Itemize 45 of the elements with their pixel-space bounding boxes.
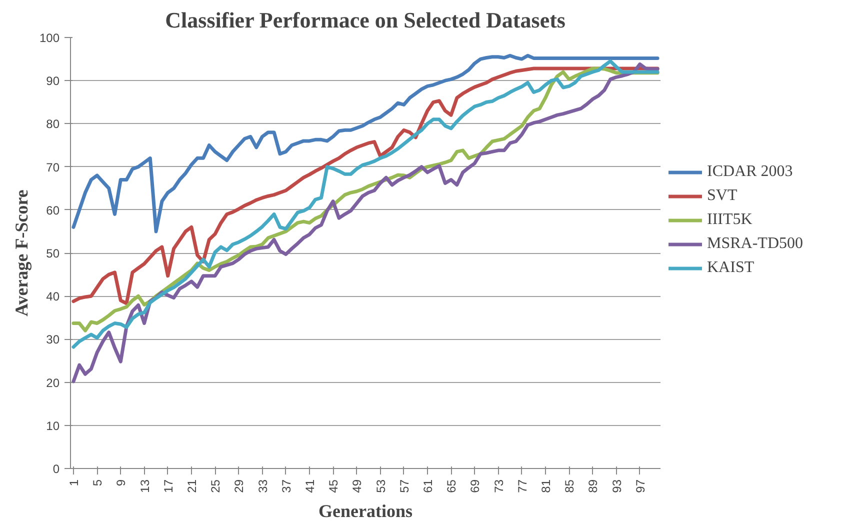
x-tick-label: 13 xyxy=(138,479,152,493)
legend-label: MSRA-TD500 xyxy=(707,235,804,253)
y-tick-label: 10 xyxy=(46,418,60,433)
legend-label: KAIST xyxy=(707,259,754,277)
x-tick-label: 97 xyxy=(633,479,648,493)
y-tick-label: 80 xyxy=(46,117,60,132)
x-tick-label: 53 xyxy=(374,479,388,493)
x-tick-label: 33 xyxy=(256,479,270,493)
x-tick-label: 61 xyxy=(420,479,435,493)
x-axis-title: Generations xyxy=(318,500,413,521)
x-tick-label: 89 xyxy=(586,479,600,493)
x-tick-label: 49 xyxy=(350,479,364,493)
x-tick-label: 37 xyxy=(279,479,294,493)
x-tick-label: 1 xyxy=(66,479,81,486)
x-tick-label: 9 xyxy=(114,479,128,486)
x-tick-label: 17 xyxy=(161,479,176,493)
chart-title: Classifier Performace on Selected Datasets xyxy=(165,8,566,32)
y-tick-label: 40 xyxy=(46,290,60,304)
y-tick-label: 90 xyxy=(46,74,60,88)
x-tick-label: 69 xyxy=(468,479,482,493)
y-tick-label: 30 xyxy=(46,332,60,347)
y-tick-label: 70 xyxy=(46,160,60,174)
x-tick-label: 77 xyxy=(515,479,530,493)
x-tick-label: 93 xyxy=(610,479,624,493)
x-tick-label: 85 xyxy=(562,479,577,493)
y-tick-label: 20 xyxy=(46,376,60,390)
y-axis-title: Average F-Score xyxy=(11,190,32,316)
x-tick-label: 45 xyxy=(326,479,341,493)
x-tick-label: 29 xyxy=(232,479,246,493)
legend-label: IIIT5K xyxy=(707,211,752,229)
legend-label: ICDAR 2003 xyxy=(707,163,793,181)
x-tick-label: 73 xyxy=(492,479,506,493)
x-tick-label: 21 xyxy=(184,479,199,493)
x-tick-label: 65 xyxy=(444,479,459,493)
y-tick-label: 60 xyxy=(46,203,60,218)
x-tick-label: 41 xyxy=(302,479,317,493)
x-tick-label: 25 xyxy=(208,479,223,493)
x-tick-label: 5 xyxy=(90,479,105,486)
y-tick-label: 100 xyxy=(39,31,60,45)
y-tick-label: 50 xyxy=(46,246,60,260)
x-tick-label: 57 xyxy=(397,479,412,493)
x-tick-label: 81 xyxy=(538,479,553,493)
y-tick-label: 0 xyxy=(52,462,60,476)
legend-label: SVT xyxy=(707,187,738,205)
line-series xyxy=(72,54,660,234)
